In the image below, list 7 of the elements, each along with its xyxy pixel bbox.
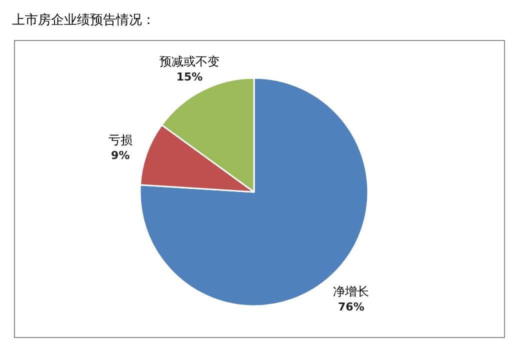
data-label: 15% [176,70,203,84]
slice-label: 亏损 [108,132,132,147]
slice-label: 预减或不变 [160,54,220,68]
slice-label: 净增长 [333,284,370,299]
data-label: 9% [111,148,130,162]
data-label: 76% [338,300,364,314]
chart-title: 上市房企业绩预告情况： [12,12,155,28]
